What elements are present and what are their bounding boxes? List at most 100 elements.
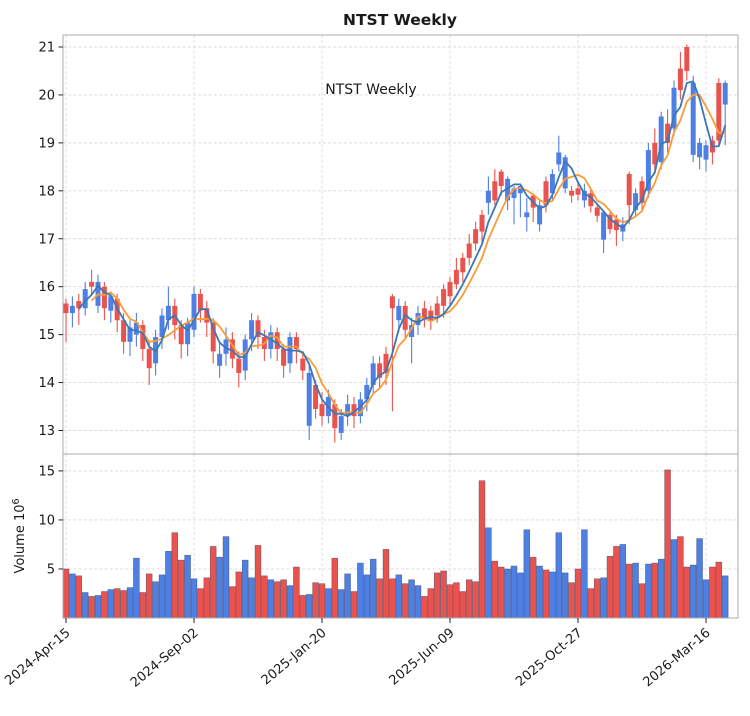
volume-bar bbox=[222, 536, 230, 619]
candle-body bbox=[357, 399, 363, 417]
candle-body bbox=[460, 257, 466, 273]
volume-bar bbox=[408, 579, 415, 619]
volume-bar bbox=[216, 556, 223, 619]
candle-body bbox=[217, 353, 223, 366]
volume-bar bbox=[126, 587, 134, 619]
x-tick-label: 2025-Oct-27 bbox=[513, 626, 585, 690]
candle-body bbox=[274, 332, 280, 350]
candle-body bbox=[421, 308, 427, 318]
volume-bar bbox=[286, 585, 294, 619]
candle-body bbox=[626, 174, 632, 206]
volume-bar bbox=[606, 555, 614, 619]
volume-bar bbox=[613, 546, 620, 619]
volume-bar bbox=[696, 538, 703, 619]
volume-bar bbox=[645, 563, 652, 619]
candle-body bbox=[479, 214, 485, 232]
candle-body bbox=[447, 281, 453, 297]
volume-bar bbox=[75, 575, 83, 619]
volume-bar bbox=[88, 596, 95, 619]
candle-body bbox=[377, 363, 383, 378]
chart-title: NTST Weekly bbox=[343, 11, 457, 29]
volume-bar bbox=[702, 579, 710, 619]
volume-bar bbox=[555, 532, 563, 619]
volume-panel-spine bbox=[62, 453, 739, 619]
volume-bar bbox=[190, 578, 198, 619]
volume-bar bbox=[171, 532, 179, 619]
candle-body bbox=[236, 358, 242, 373]
volume-bar bbox=[625, 563, 633, 619]
volume-bar bbox=[491, 560, 499, 619]
volume-bar bbox=[305, 594, 313, 619]
candle-body bbox=[165, 305, 171, 321]
volume-bar bbox=[235, 571, 243, 619]
candle-body bbox=[313, 384, 319, 409]
price-tick-label: 15 bbox=[38, 328, 55, 343]
volume-bar bbox=[209, 546, 217, 619]
volume-bar bbox=[177, 559, 185, 619]
volume-bar bbox=[101, 591, 108, 619]
candle-body bbox=[575, 188, 581, 195]
candle-body bbox=[300, 358, 306, 371]
candle-body bbox=[549, 174, 555, 194]
volume-bar bbox=[664, 469, 671, 619]
candle-body bbox=[562, 157, 568, 189]
volume-bar bbox=[133, 557, 140, 619]
candle-body bbox=[364, 384, 370, 400]
volume-bar bbox=[504, 568, 511, 619]
candle-body bbox=[697, 142, 703, 158]
candle-body bbox=[249, 320, 255, 340]
candle-body bbox=[159, 315, 165, 338]
price-tick-label: 20 bbox=[38, 88, 55, 103]
volume-bar bbox=[689, 564, 697, 619]
candle-body bbox=[665, 123, 671, 143]
volume-bar bbox=[427, 588, 435, 619]
volume-bar bbox=[523, 529, 531, 619]
volume-bar bbox=[581, 529, 588, 619]
candle-body bbox=[69, 305, 75, 314]
volume-bar bbox=[120, 590, 127, 619]
ma-fast-line bbox=[78, 80, 727, 418]
volume-bar bbox=[337, 589, 345, 619]
volume-bar bbox=[721, 575, 729, 619]
candle-body bbox=[434, 303, 440, 316]
volume-bar bbox=[542, 569, 550, 619]
candle-body bbox=[473, 229, 479, 244]
volume-bar bbox=[389, 578, 396, 619]
volume-bar bbox=[331, 557, 339, 619]
candle-body bbox=[370, 363, 376, 385]
volume-bar bbox=[433, 572, 441, 619]
candle-body bbox=[453, 269, 459, 285]
volume-bar bbox=[254, 545, 262, 619]
price-tick-label: 17 bbox=[38, 232, 55, 247]
candle-body bbox=[89, 281, 95, 287]
volume-bar bbox=[184, 554, 191, 619]
volume-bar bbox=[299, 595, 307, 619]
volume-bar bbox=[446, 584, 454, 619]
candle-body bbox=[140, 325, 146, 350]
x-tick-label: 2025-Jun-09 bbox=[387, 626, 458, 689]
candle-body bbox=[268, 332, 274, 350]
candle-body bbox=[498, 171, 504, 187]
candle-body bbox=[383, 353, 389, 373]
volume-bar bbox=[325, 588, 332, 619]
candle-body bbox=[402, 305, 408, 330]
candle-body bbox=[588, 193, 594, 207]
volume-bars-layer bbox=[62, 469, 729, 619]
candle-body bbox=[722, 82, 728, 105]
candle-body bbox=[101, 286, 107, 309]
candle-body bbox=[338, 416, 344, 433]
candle-body bbox=[210, 322, 216, 352]
candle-body bbox=[415, 313, 421, 326]
volume-bar bbox=[382, 549, 390, 619]
volume-axis-title-exponent: 6 bbox=[11, 498, 22, 504]
volume-bar bbox=[293, 566, 300, 619]
candle-body bbox=[178, 325, 184, 345]
candle-body bbox=[63, 303, 69, 314]
volume-bar bbox=[574, 568, 582, 619]
candle-body bbox=[229, 339, 235, 359]
volume-bar bbox=[229, 586, 236, 619]
volume-bar bbox=[145, 573, 153, 619]
volume-bar bbox=[549, 571, 556, 619]
volume-bar bbox=[107, 589, 115, 619]
